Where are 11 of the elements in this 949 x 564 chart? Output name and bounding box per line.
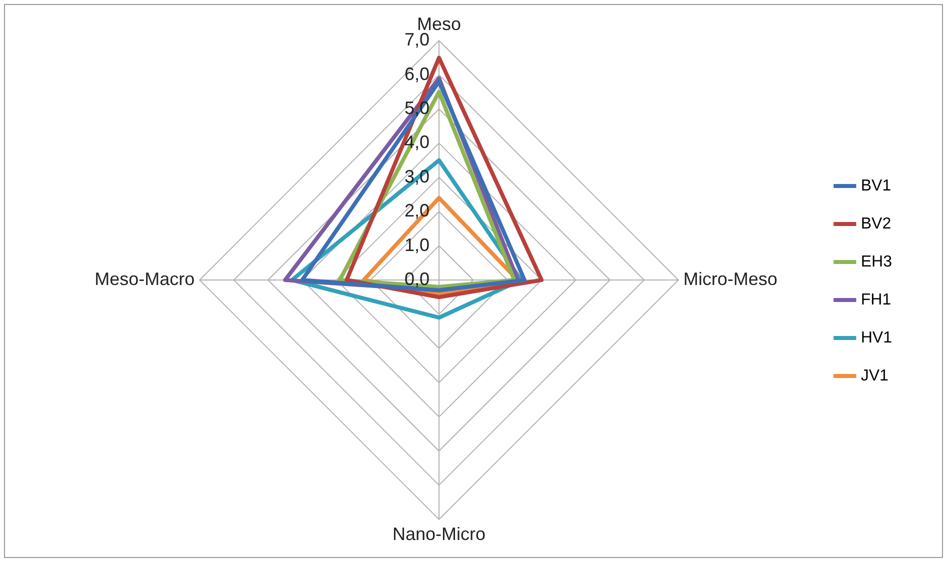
legend-label: HV1 xyxy=(860,329,892,346)
legend-label: JV1 xyxy=(860,367,889,384)
legend-label: EH3 xyxy=(860,253,892,270)
y-tick-label: 6,0 xyxy=(404,64,430,84)
spoke-label: Micro-Meso xyxy=(683,268,778,289)
y-tick-label: 1,0 xyxy=(404,234,430,255)
legend-label: BV2 xyxy=(860,215,892,232)
legend-label: BV1 xyxy=(860,177,892,194)
legend-label: FH1 xyxy=(860,291,892,308)
spoke-label: Nano-Micro xyxy=(392,524,486,544)
spoke-label: Meso-Macro xyxy=(94,268,195,289)
